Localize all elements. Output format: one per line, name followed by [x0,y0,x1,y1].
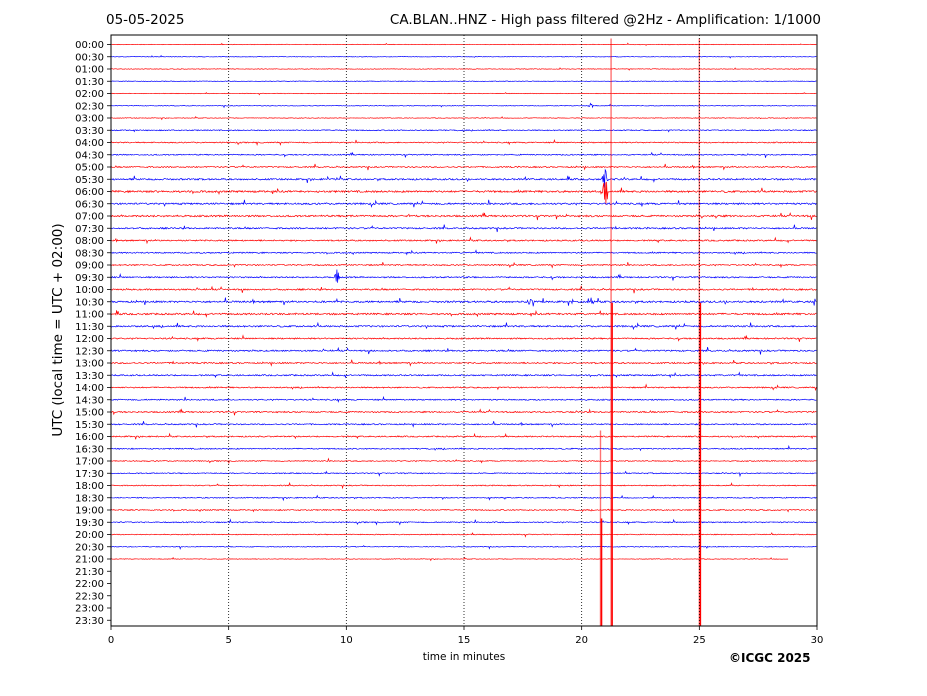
y-tick-label: 23:00 [75,604,104,615]
y-tick-label: 17:30 [75,469,104,480]
y-tick-label: 01:00 [75,65,104,76]
y-tick-label: 21:00 [75,555,104,566]
trace-row-1430 [110,395,817,403]
y-tick-label: 01:30 [75,77,104,88]
y-tick-label: 11:00 [75,310,104,321]
x-tick-label: 30 [811,635,824,646]
y-tick-label: 03:30 [75,126,104,137]
y-tick-label: 18:30 [75,493,104,504]
y-tick-label: 16:30 [75,444,104,455]
y-tick-label: 13:00 [75,359,104,370]
trace-row-0930 [110,269,817,283]
y-tick-label: 15:00 [75,408,104,419]
x-tick-label: 20 [575,635,588,646]
y-tick-label: 00:30 [75,52,104,63]
y-tick-label: 13:30 [75,371,104,382]
y-tick-label: 17:00 [75,457,104,468]
y-tick-label: 07:00 [75,212,104,223]
vertical-gridlines [228,35,700,626]
y-tick-label: 14:30 [75,395,104,406]
x-axis-ticks: 0 5 10 15 20 25 30 [108,626,824,646]
x-tick-label: 5 [225,635,231,646]
y-tick-label: 15:30 [75,420,104,431]
y-tick-label: 21:30 [75,567,104,578]
chart-title: CA.BLAN..HNZ - High pass filtered @2Hz -… [389,12,821,28]
y-tick-label: 08:30 [75,248,104,259]
chart-date: 05-05-2025 [106,12,185,28]
y-tick-label: 20:00 [75,530,104,541]
y-tick-label: 04:00 [75,138,104,149]
x-tick-label: 10 [340,635,353,646]
y-tick-label: 18:00 [75,481,104,492]
y-tick-label: 02:30 [75,101,104,112]
y-axis-label: UTC (local time = UTC + 02:00) [50,223,66,437]
y-tick-label: 04:30 [75,150,104,161]
y-tick-label: 05:30 [75,175,104,186]
trace-row-2100 [110,556,789,562]
trace-row-1930 [110,518,817,526]
y-tick-label: 20:30 [75,542,104,553]
y-tick-label: 19:00 [75,506,104,517]
x-tick-label: 15 [458,635,471,646]
y-tick-label: 12:30 [75,346,104,357]
event-spikes [599,38,702,626]
y-tick-label: 06:30 [75,199,104,210]
y-tick-label: 08:00 [75,236,104,247]
copyright-label: ©ICGC 2025 [729,651,811,665]
y-tick-label: 02:00 [75,89,104,100]
trace-row-0700 [110,212,817,221]
trace-row-0130 [110,80,817,83]
y-tick-label: 22:30 [75,591,104,602]
y-tick-label: 09:30 [75,273,104,284]
trace-row-1030 [110,297,817,307]
y-tick-label: 19:30 [75,518,104,529]
y-tick-label: 07:30 [75,224,104,235]
y-tick-label: 22:00 [75,579,104,590]
y-tick-label: 16:00 [75,432,104,443]
y-tick-label: 14:00 [75,383,104,394]
trace-row-0530 [110,168,817,188]
y-tick-label: 09:00 [75,261,104,272]
y-tick-label: 23:30 [75,616,104,627]
x-tick-label: 0 [108,635,114,646]
y-tick-label: 06:00 [75,187,104,198]
trace-row-1700 [110,457,817,465]
trace-row-1000 [110,285,817,294]
y-tick-label: 03:00 [75,114,104,125]
y-tick-label: 12:00 [75,334,104,345]
y-tick-label: 00:00 [75,40,104,51]
y-tick-label: 05:00 [75,163,104,174]
x-axis-label: time in minutes [422,651,506,663]
y-tick-label: 10:30 [75,297,104,308]
y-tick-label: 10:00 [75,285,104,296]
plot-frame [110,34,818,627]
x-tick-label: 25 [693,635,706,646]
y-tick-label: 11:30 [75,322,104,333]
